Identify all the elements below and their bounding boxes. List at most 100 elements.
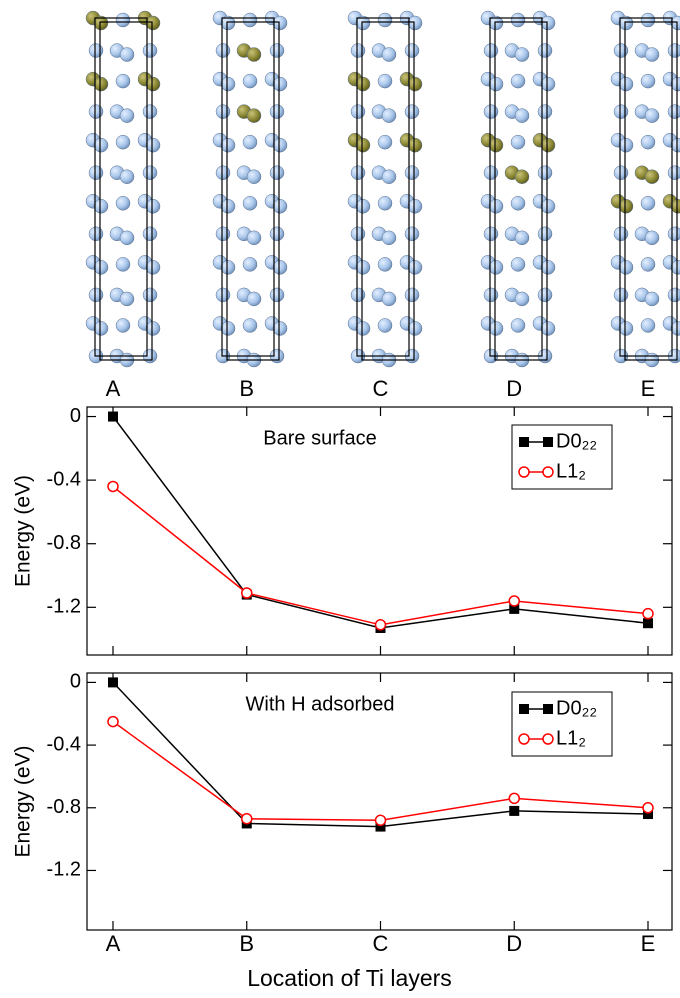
atom [641,257,655,271]
atom [668,288,680,302]
atom [247,170,261,184]
y-tick-label: -1.2 [47,859,81,881]
cell-edge [620,18,672,356]
marker [509,596,519,606]
atom [221,260,235,274]
atom [146,199,160,213]
atom [356,77,370,91]
atom [668,166,680,180]
atom [405,227,419,241]
atom [641,135,655,149]
atom [484,166,498,180]
marker [519,704,529,714]
atom [405,44,419,58]
atom [146,138,160,152]
atom [645,231,659,245]
atom [668,105,680,119]
atom [541,77,555,91]
atom [273,199,287,213]
cell-edge [95,18,147,356]
atom [116,135,130,149]
atom [378,135,392,149]
atom [116,257,130,271]
atom [270,166,284,180]
atom [408,260,422,274]
atom [511,135,525,149]
annotation: Bare surface [263,427,376,449]
atom [489,199,503,213]
atom [273,77,287,91]
atom [511,318,525,332]
atom [146,321,160,335]
atom [89,166,103,180]
legend-label: D0₂₂ [556,430,597,452]
atom [94,321,108,335]
atom [515,170,529,184]
atom [538,166,552,180]
atom [538,44,552,58]
atom [89,44,103,58]
atom [511,196,525,210]
atom [94,260,108,274]
atom [538,227,552,241]
y-axis-label: Energy (eV) [12,475,35,587]
annotation: With H adsorbed [246,693,395,715]
marker [519,734,529,744]
atom [146,16,160,30]
y-tick-label: 0 [70,671,81,693]
atom [484,105,498,119]
atom [120,292,134,306]
atom [541,321,555,335]
atom [408,16,422,30]
legend-label: D0₂₂ [556,697,597,719]
atom [146,260,160,274]
atom [273,321,287,335]
marker [543,437,553,447]
atom [243,74,257,88]
atom [356,199,370,213]
atom [116,196,130,210]
atom [89,288,103,302]
x-tick-label: E [641,376,656,401]
atom [351,44,365,58]
atom [243,318,257,332]
x-tick-label: B [239,931,254,956]
atom [247,48,261,62]
atom [270,227,284,241]
atom [247,231,261,245]
atom [484,227,498,241]
y-axis-label: Energy (eV) [12,745,35,857]
atom [351,227,365,241]
atom [511,74,525,88]
atom [614,44,628,58]
atom [120,170,134,184]
atom [382,109,396,123]
atom [484,44,498,58]
atom [247,109,261,123]
atom [270,105,284,119]
atom [94,199,108,213]
x-tick-label: C [373,931,389,956]
marker [376,620,386,630]
atom [378,74,392,88]
atom [216,166,230,180]
atom [538,288,552,302]
y-tick-label: -0.4 [47,468,81,490]
x-tick-label: E [641,931,656,956]
marker [242,588,252,598]
marker [543,467,553,477]
atom [351,166,365,180]
atom [221,321,235,335]
series-line [113,486,648,624]
x-axis-label: Location of Ti layers [247,965,452,991]
atom [619,260,633,274]
marker [509,793,519,803]
atom [216,227,230,241]
atom [378,257,392,271]
atom [243,196,257,210]
atom [89,227,103,241]
atom [216,105,230,119]
atom [641,196,655,210]
atom [356,260,370,274]
y-tick-label: -0.4 [47,733,81,755]
